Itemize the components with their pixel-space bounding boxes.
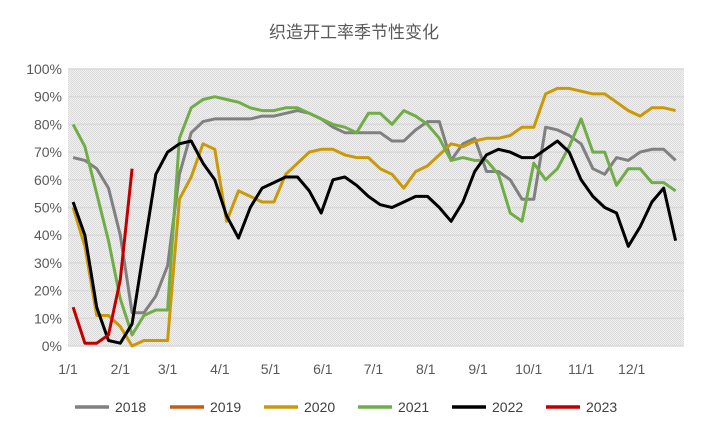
x-tick-label: 2/1 [111, 361, 131, 377]
y-tick-label: 50% [34, 200, 62, 216]
y-tick-label: 30% [34, 255, 62, 271]
y-tick-label: 20% [34, 283, 62, 299]
x-tick-label: 7/1 [364, 361, 384, 377]
y-tick-label: 100% [26, 61, 62, 77]
x-tick-label: 6/1 [313, 361, 333, 377]
legend-label: 2023 [586, 399, 617, 415]
y-tick-label: 80% [34, 116, 62, 132]
y-tick-label: 70% [34, 144, 62, 160]
series-line-2023 [71, 168, 134, 345]
x-tick-label: 1/1 [58, 361, 78, 377]
legend-item-2022: 2022 [452, 399, 523, 415]
series-line-2020 [71, 86, 676, 348]
y-tick-label: 60% [34, 172, 62, 188]
legend-item-2019: 2019 [170, 399, 241, 415]
x-tick-label: 4/1 [210, 361, 230, 377]
y-tick-label: 90% [34, 89, 62, 105]
y-tick-label: 40% [34, 227, 62, 243]
x-tick-label: 9/1 [468, 361, 488, 377]
y-tick-label: 10% [34, 310, 62, 326]
x-tick-label: 11/1 [568, 361, 594, 377]
series-line-2021 [71, 95, 677, 337]
x-tick-label: 3/1 [158, 361, 178, 377]
x-tick-label: 10/1 [515, 361, 542, 377]
series-line-2022 [71, 139, 678, 345]
chart-title: 织造开工率季节性变化 [269, 23, 439, 42]
x-tick-label: 12/1 [618, 361, 645, 377]
legend-label: 2019 [210, 399, 241, 415]
x-tick-label: 5/1 [261, 361, 281, 377]
legend-item-2018: 2018 [75, 399, 146, 415]
x-tick-label: 8/1 [416, 361, 436, 377]
legend-item-2023: 2023 [546, 399, 617, 415]
legend-label: 2022 [492, 399, 523, 415]
legend-label: 2020 [304, 399, 335, 415]
legend-label: 2021 [398, 399, 429, 415]
legend-label: 2018 [115, 399, 146, 415]
legend-item-2020: 2020 [264, 399, 335, 415]
legend-item-2021: 2021 [358, 399, 429, 415]
y-tick-label: 0% [42, 338, 62, 354]
